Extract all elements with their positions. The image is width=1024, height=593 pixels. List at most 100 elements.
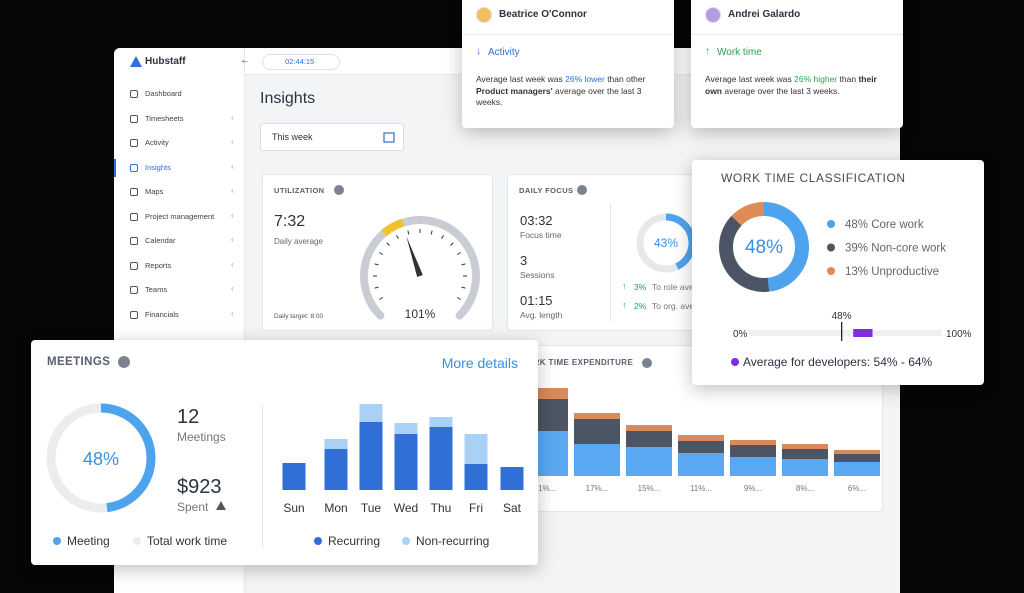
bar-segment [574,419,620,444]
bar-segment [678,441,724,453]
nav-item[interactable]: Dashboard [145,89,182,98]
meetings-spent: $923 [177,476,222,498]
range-band [853,329,873,337]
bar-segment [834,462,880,476]
nav-item[interactable]: Timesheets [145,113,184,123]
nav-item[interactable]: Activity [145,138,169,147]
trend-arrow: ↓ [476,46,481,57]
card-title: MEETINGS [47,356,111,368]
insight-text: Average last week was 26% higher than th… [705,74,891,97]
x-tick-label: Mon [324,501,347,515]
utilization-card: UTILIZATION 7:32 Daily average Daily tar… [262,174,493,331]
x-tick-label: 17%... [586,484,609,493]
insight-text-part: Average last week was [705,74,795,84]
calendar-icon [383,132,395,143]
insight-text-part: than other [604,74,646,84]
legend-dot [402,537,410,545]
stat-value: 3 [520,253,528,268]
legend-label: 13% Unproductive [845,266,939,278]
person-name: Andrei Galardo [728,9,801,20]
meetings-count-label: Meetings [177,430,226,444]
insight-text-part: Product managers' [476,85,553,96]
card-title: UTILIZATION [274,186,325,195]
timer[interactable]: 02:44:15 [262,54,340,70]
nav-list: Dashboard Timesheets ‹ Activity ‹ Insights ‹ Ma… [114,48,245,348]
more-details-link[interactable]: More details [441,355,518,371]
divider [691,34,903,35]
comparison-label: To org. average [652,301,712,311]
x-tick-label: Thu [431,501,452,515]
bar-segment [626,431,672,447]
x-tick-label: 9%... [744,484,762,493]
gauge-needle [406,236,423,277]
nav-chevron: ‹ [231,210,234,220]
bar-segment [394,434,418,490]
x-tick-label: 21%... [534,484,557,493]
nav-item[interactable]: Reports [145,260,172,270]
donut-segment [46,403,156,513]
gauge-tick [461,286,466,289]
range-note: Average for developers: 54% - 64% [743,355,933,369]
x-tick-label: Sat [503,501,522,515]
nav-item[interactable]: Maps [145,187,164,196]
stat-label: Avg. length [520,310,563,320]
comparison-delta: 3% [634,282,647,292]
gauge-tick [450,242,454,246]
legend-dot [827,267,835,275]
nav-chevron: ‹ [231,308,234,318]
bar-segment [782,444,828,449]
bar-segment [324,449,348,490]
legend-label: Meeting [67,534,110,548]
note-dot [731,358,739,366]
up-arrow: ↑ [622,300,627,310]
insight-popup: Andrei Galardo ↑ Work time Average last wee… [691,0,903,128]
insight-popup: Beatrice O'Connor ↓ Activity Average last w… [462,0,674,128]
up-arrow: ↑ [622,281,627,291]
nav-icon [130,114,138,123]
x-tick-label: Wed [394,501,418,515]
legend-label: 48% Core work [845,219,924,231]
bar-segment [834,454,880,462]
bar-segment [626,425,672,431]
nav-item[interactable]: Calendar [145,236,176,245]
nav-icon [130,90,138,98]
range-tick-label: 0% [733,329,748,340]
range-tick-label: 100% [946,329,972,340]
range-marker-label: 48% [832,311,852,322]
stat-label: Sessions [520,270,555,280]
bar-segment [626,447,672,476]
bar-segment [574,444,620,476]
collapse-button[interactable]: ← [240,55,250,66]
nav-item[interactable]: Insights [145,162,171,172]
nav-chevron: ‹ [231,284,234,293]
insight-text-part: 26% lower [565,74,605,84]
date-filter[interactable]: This week [260,123,404,151]
donut-segment [719,202,809,292]
insight-text-part: average over the last 3 weeks. [722,85,840,96]
metric-name: Activity [488,47,520,58]
gauge-tick [374,263,379,266]
nav-icon [130,139,138,147]
chart: 48% Meeting Total work time Sun Mon Tue Wed Thu… [46,403,524,548]
donut-label: 48% [745,237,783,258]
nav-chevron: ‹ [231,161,234,171]
info-icon [642,358,652,368]
info-icon [118,356,130,368]
x-tick-label: Fri [469,501,483,515]
daily-focus-card: DAILY FOCUS 03:32 Focus time 3 Sessions 01:1… [507,174,711,331]
nav-item[interactable]: Teams [145,285,168,294]
nav-item[interactable]: Financials [145,309,179,319]
x-tick-label: 15%... [638,484,661,493]
insight-text-part: than [837,74,859,84]
insight-text-part: average over the last 3 weeks. [476,85,642,108]
page-title: Insights [260,90,316,107]
nav-item[interactable]: Project management [145,211,215,221]
card-title: WORK TIME CLASSIFICATION [721,171,906,185]
gauge-tick [374,286,379,289]
comparison-label: To role average [652,282,711,292]
nav-icon [130,212,138,221]
util-caption: Daily average [274,237,323,246]
insight-text-part: Average last week was [476,74,566,84]
gauge-label: 101% [404,307,436,321]
